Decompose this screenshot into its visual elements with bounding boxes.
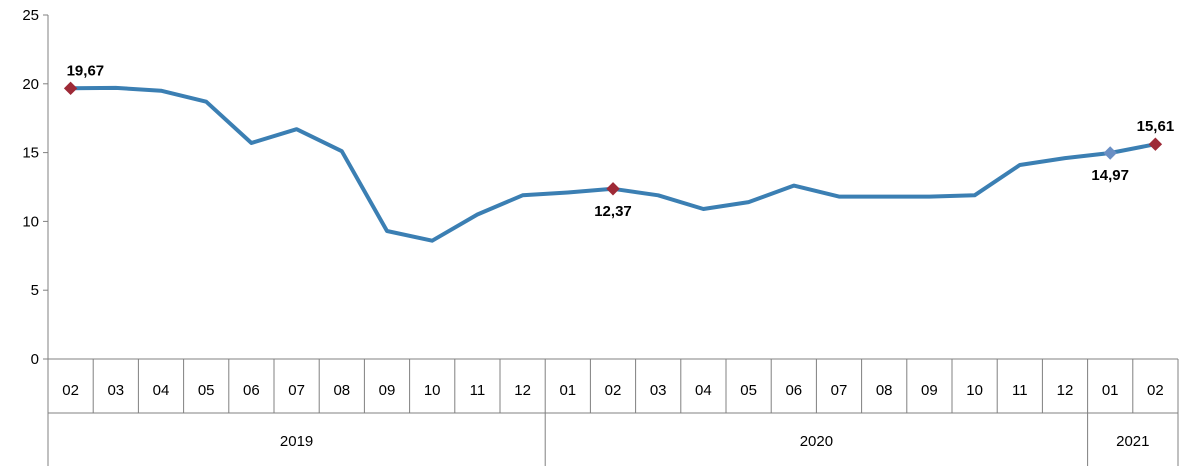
year-group-label: 2020 xyxy=(800,433,833,450)
x-tick-label: 09 xyxy=(921,382,938,399)
data-point-marker xyxy=(606,182,620,196)
x-tick-label: 12 xyxy=(514,382,531,399)
x-tick-label: 08 xyxy=(876,382,893,399)
data-label: 19,67 xyxy=(67,62,105,79)
y-axis-ticks: 0 5 10 15 20 25 xyxy=(22,7,48,368)
x-tick-label: 08 xyxy=(333,382,350,399)
x-tick-label: 02 xyxy=(62,382,79,399)
y-tick-label: 15 xyxy=(22,145,39,162)
x-tick-label: 09 xyxy=(379,382,396,399)
y-tick-label: 5 xyxy=(31,282,39,299)
x-tick-label: 03 xyxy=(107,382,124,399)
x-tick-label: 10 xyxy=(966,382,983,399)
x-tick-label: 12 xyxy=(1057,382,1074,399)
x-tick-label: 06 xyxy=(243,382,260,399)
data-label: 14,97 xyxy=(1091,167,1129,184)
year-group-label: 2019 xyxy=(280,433,313,450)
x-tick-label: 11 xyxy=(470,382,486,399)
data-point-marker xyxy=(1103,146,1117,160)
y-tick-label: 10 xyxy=(22,213,39,230)
data-point-marker xyxy=(63,81,78,96)
x-tick-label: 01 xyxy=(559,382,576,399)
year-group-label: 2021 xyxy=(1116,433,1149,450)
x-tick-label: 11 xyxy=(1012,382,1028,399)
x-tick-label: 10 xyxy=(424,382,441,399)
x-tick-label: 06 xyxy=(785,382,802,399)
x-tick-label: 03 xyxy=(650,382,667,399)
y-tick-label: 20 xyxy=(22,76,39,93)
x-tick-label: 04 xyxy=(153,382,170,399)
data-label: 15,61 xyxy=(1137,118,1175,135)
x-tick-label: 02 xyxy=(605,382,622,399)
x-tick-label: 05 xyxy=(740,382,757,399)
x-tick-label: 01 xyxy=(1102,382,1119,399)
x-tick-label: 05 xyxy=(198,382,215,399)
y-tick-label: 25 xyxy=(22,7,39,24)
x-tick-label: 07 xyxy=(831,382,848,399)
y-tick-label: 0 xyxy=(31,351,39,368)
x-tick-label: 07 xyxy=(288,382,305,399)
annotations: 19,67 12,37 14,97 15,61 xyxy=(63,62,1175,220)
x-axis-year-groups: 2019 2020 2021 xyxy=(280,413,1179,466)
data-point-marker xyxy=(1148,137,1163,151)
data-label: 12,37 xyxy=(594,203,632,220)
x-axis-categories: 02 03 04 05 06 07 08 09 10 11 12 01 02 03 04 05 06 07 08 09… xyxy=(47,359,1179,413)
x-tick-label: 02 xyxy=(1147,382,1164,399)
x-tick-label: 04 xyxy=(695,382,712,399)
